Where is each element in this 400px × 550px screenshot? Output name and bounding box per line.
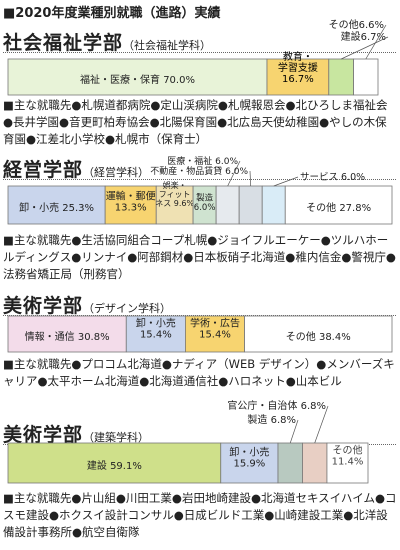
- data-label: 運輸・郵便 13.3%: [106, 190, 156, 214]
- data-label: 卸・小売 15.4%: [136, 317, 176, 341]
- section-title-business: 経営学部（経営学科）: [3, 155, 149, 182]
- section-department: （社会福祉学科）: [123, 39, 212, 52]
- page-title: ■2020年度業種別就職（進路）実績: [3, 6, 221, 21]
- data-label: 卸・小売 15.9%: [229, 446, 269, 470]
- bar-segment: [215, 185, 240, 225]
- bar-segment: [7, 58, 268, 96]
- data-label: サービス 6.0%: [300, 172, 365, 183]
- leader-line: [341, 36, 389, 60]
- bar-segment: [155, 185, 194, 225]
- data-label: その他6.6%: [329, 18, 384, 31]
- bar-chart-architecture: 建設 59.1% 卸・小売 15.9% 製造 6.8%官公庁・自治体 6.8% その他 1…: [7, 399, 369, 484]
- section-department: （経営学科）: [83, 166, 150, 179]
- data-label: 情報・通信 30.8%: [25, 330, 110, 343]
- bar-segment: [220, 442, 279, 484]
- bar-segment: [125, 315, 186, 353]
- bar-segment: [104, 185, 157, 225]
- bar-segment: [238, 185, 263, 225]
- data-label: 福祉・医療・保育 70.0%: [80, 73, 195, 86]
- section-name: 美術学部: [3, 295, 84, 317]
- bar-segment: [284, 185, 393, 225]
- leader-line: [289, 419, 299, 444]
- data-label: 官公庁・自治体 6.8%: [227, 399, 326, 412]
- data-label: 製造 6.8%: [247, 413, 296, 426]
- data-label: 不動産・物品賃貸 6.0%: [150, 165, 248, 177]
- bar-segment: [302, 442, 328, 484]
- section-title-architecture: 美術学部（建築学科）: [3, 420, 149, 447]
- data-label: 娯楽・フィットネス 9.6%: [155, 180, 194, 208]
- data-label: 建設 59.1%: [87, 459, 142, 472]
- section-department: （デザイン学科）: [83, 302, 172, 315]
- section-name: 社会福祉学部: [3, 32, 124, 54]
- section-name: 経営学部: [3, 159, 84, 181]
- leader-line: [249, 170, 252, 187]
- leader-line: [365, 24, 387, 60]
- section-name: 美術学部: [3, 424, 84, 446]
- bar-segment: [7, 315, 127, 353]
- bar-chart-business: 卸・小売 25.3% 運輸・郵便 13.3%娯楽・フィットネス 9.6%製造 6.0%…: [7, 155, 393, 225]
- leader-line: [314, 405, 329, 444]
- section-divider: [3, 315, 396, 316]
- bar-segment: [261, 185, 286, 225]
- employers-business: ■主な就職先●生活協同組合コープ札幌●ジョイフルエーケー●ツルハホールディングス…: [3, 233, 396, 281]
- leader-line: [273, 176, 299, 187]
- bar-segment: [277, 442, 303, 484]
- data-label: 学術・広告 15.4%: [190, 317, 240, 341]
- data-label: 医療・福祉 6.0%: [167, 155, 238, 167]
- employers-architecture: ■主な就職先●片山組●川田工業●岩田地崎建設●北海道セキスイハイム●コスモ建設●…: [3, 491, 397, 539]
- data-label: 製造 6.0%: [194, 192, 216, 213]
- employers-social-welfare: ■主な就職先●札幌道都病院●定山渓病院●札幌報恩会●北ひろしま福祉会●長井学園●…: [3, 98, 388, 146]
- bar-chart-design: 情報・通信 30.8% 卸・小売 15.4% 学術・広告 15.4% その他 38.4%: [7, 315, 393, 353]
- section-divider: [3, 179, 396, 180]
- data-label: 教育・学習支援 16.7%: [278, 50, 318, 85]
- bar-segment: [7, 442, 222, 484]
- bar-chart-social-welfare: 福祉・医療・保育 70.0% 教育・学習支援 16.7% 建設6.7%その他6.6%: [7, 18, 389, 96]
- bar-segment: [328, 58, 354, 96]
- bar-segment: [326, 442, 369, 484]
- bar-segment: [244, 315, 393, 353]
- section-title-social-welfare: 社会福祉学部（社会福祉学科）: [3, 28, 211, 55]
- section-title-design: 美術学部（デザイン学科）: [3, 291, 171, 318]
- bar-segment: [353, 58, 379, 96]
- data-label: その他 27.8%: [306, 201, 371, 214]
- data-label: その他 11.4%: [332, 444, 364, 468]
- section-divider: [3, 52, 396, 53]
- employers-design: ■主な就職先●プロコム北海道●ナディア（WEB デザイン）●メンバーズキャリア●…: [3, 357, 395, 388]
- data-label: 卸・小売 25.3%: [19, 201, 94, 214]
- bar-segment: [185, 315, 245, 353]
- data-label: 建設6.7%: [341, 30, 386, 43]
- bar-segment: [266, 58, 330, 96]
- section-department: （建築学科）: [83, 431, 150, 444]
- leader-line: [227, 160, 241, 187]
- data-label: その他 38.4%: [286, 330, 351, 343]
